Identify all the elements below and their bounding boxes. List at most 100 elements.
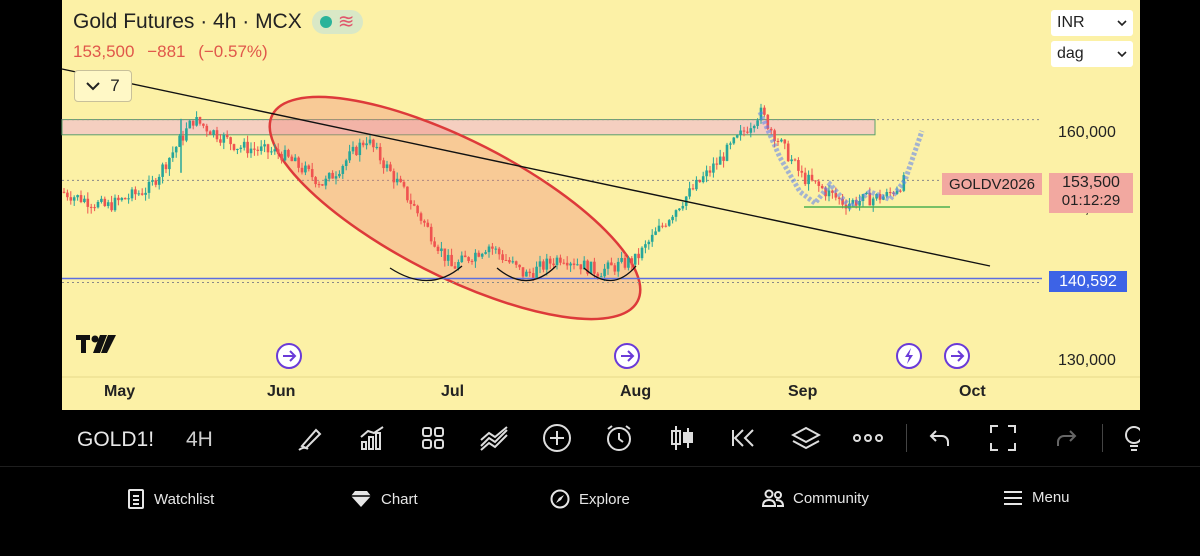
candle-body <box>419 213 423 221</box>
candle-body <box>504 259 508 261</box>
candle-body <box>219 139 222 143</box>
candle-body <box>528 271 532 274</box>
candle-body <box>678 208 681 211</box>
current-price-value: 153,500 <box>1062 174 1120 191</box>
market-open-dot-icon <box>319 16 332 28</box>
candle-body <box>450 254 453 267</box>
candle-body <box>593 261 596 274</box>
ideas-button[interactable] <box>1120 422 1140 454</box>
nav-watchlist[interactable]: Watchlist <box>127 489 214 509</box>
candle-body <box>331 172 334 179</box>
nav-community-label: Community <box>793 489 869 507</box>
undo-button[interactable] <box>924 422 956 454</box>
drawing-tools-button[interactable] <box>294 422 326 454</box>
candle-body <box>140 193 144 195</box>
candle-body <box>803 172 807 185</box>
candle-body <box>756 120 759 126</box>
candle-body <box>280 154 283 161</box>
nav-chart[interactable]: Chart <box>350 489 418 509</box>
currency-select[interactable]: INR <box>1051 10 1133 36</box>
candle-body <box>739 130 742 136</box>
candle-body <box>62 191 66 193</box>
toolbar-symbol[interactable]: GOLD1! <box>77 428 155 451</box>
candle-body <box>477 252 481 257</box>
chart-toolbar: GOLD1! 4H <box>62 410 1140 466</box>
candle-body <box>188 120 192 129</box>
event-arrow-icon[interactable] <box>276 343 302 369</box>
nav-explore[interactable]: Explore <box>550 489 630 509</box>
candle-body <box>171 152 175 158</box>
candle-body <box>586 260 589 274</box>
candle-body <box>776 140 780 142</box>
candle-body <box>746 131 749 133</box>
pen-icon <box>298 428 322 451</box>
event-arrow-icon[interactable] <box>944 343 970 369</box>
market-status-pill[interactable]: ≋ <box>311 10 363 34</box>
event-lightning-icon[interactable] <box>896 343 922 369</box>
nav-community[interactable]: Community <box>762 489 869 507</box>
unit-select[interactable]: dag <box>1051 41 1133 67</box>
price-quote: 153,500 −881 (−0.57%) <box>73 42 276 62</box>
symbol-tag[interactable]: GOLDV2026 <box>942 173 1042 195</box>
diamond-icon <box>351 491 371 507</box>
candle-body <box>324 178 328 186</box>
candle-body <box>72 197 76 201</box>
candle-body <box>351 146 355 152</box>
redo-button[interactable] <box>1050 422 1082 454</box>
alert-button[interactable] <box>603 422 635 454</box>
layers-icon <box>791 426 821 450</box>
chevron-down-icon <box>86 82 100 91</box>
compare-button[interactable] <box>479 422 511 454</box>
add-button[interactable] <box>541 422 573 454</box>
candle-body <box>715 163 719 165</box>
candle-body <box>695 179 698 190</box>
arrow-head-glyph <box>627 350 635 362</box>
candle-body <box>327 172 331 179</box>
candle-body <box>406 186 409 201</box>
candle-body <box>572 263 576 266</box>
replay-button[interactable] <box>728 422 760 454</box>
candle-body <box>780 139 783 142</box>
indicators-collapse-button[interactable]: 7 <box>74 70 132 102</box>
candle-body <box>93 207 96 209</box>
candle-body <box>134 189 137 195</box>
object-tree-button[interactable] <box>790 422 822 454</box>
candle-body <box>229 137 232 145</box>
candle-body <box>239 147 243 149</box>
event-arrow-icon[interactable] <box>614 343 640 369</box>
candle-body <box>610 262 613 266</box>
chart-header[interactable]: Gold Futures · 4h · MCX ≋ <box>73 10 363 34</box>
candle-body <box>834 192 838 198</box>
candle-body <box>365 143 368 146</box>
toolbar-timeframe[interactable]: 4H <box>186 428 213 451</box>
candle-body <box>402 182 406 187</box>
more-options-button[interactable] <box>852 422 884 454</box>
layouts-button[interactable] <box>417 422 449 454</box>
chart-type-button[interactable] <box>666 422 698 454</box>
candle-body <box>545 258 549 270</box>
candle-body <box>691 188 695 190</box>
nav-menu-label: Menu <box>1032 489 1070 506</box>
candle-body <box>579 264 583 270</box>
candle-body <box>215 130 219 140</box>
candle-body <box>297 157 300 168</box>
candle-body <box>766 114 770 129</box>
candle-body <box>470 260 474 262</box>
candle-body <box>769 128 773 131</box>
candle-body <box>389 164 392 172</box>
candle-body <box>147 181 151 193</box>
candle-body <box>650 234 654 242</box>
fullscreen-button[interactable] <box>987 422 1019 454</box>
candle-body <box>96 201 100 208</box>
candle-body <box>103 198 107 207</box>
candle-body <box>514 261 518 265</box>
nav-menu[interactable]: Menu <box>1003 489 1070 506</box>
level-price-tag[interactable]: 140,592 <box>1049 271 1127 292</box>
indicators-button[interactable] <box>356 422 388 454</box>
candle-body <box>552 263 555 266</box>
candle-body <box>113 197 117 211</box>
candle-body <box>569 263 572 266</box>
chart-title[interactable]: Gold Futures · 4h · MCX <box>73 10 302 33</box>
current-price-tag[interactable]: 153,500 01:12:29 <box>1049 173 1133 213</box>
